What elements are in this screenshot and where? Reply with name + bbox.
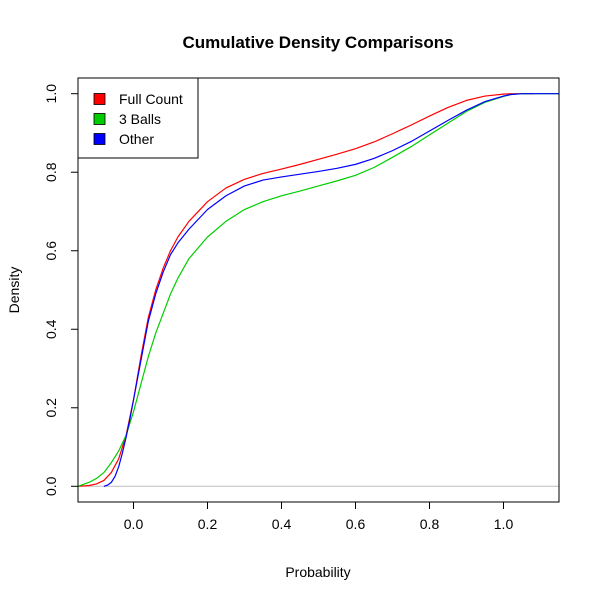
series-line-other: [103, 93, 559, 487]
x-tick-label: 1.0: [494, 516, 514, 532]
legend-swatch-full-count: [93, 93, 106, 105]
y-tick-label: 0.8: [43, 162, 59, 182]
plot-area: [77, 93, 559, 487]
y-tick-label: 0.6: [43, 241, 59, 261]
y-axis-label: Density: [6, 267, 22, 314]
x-tick-label: 0.0: [124, 516, 144, 532]
x-axis-label: Probability: [285, 564, 350, 580]
legend-label-3-balls: 3 Balls: [119, 111, 161, 127]
y-tick-label: 0.0: [43, 476, 59, 496]
axes: 0.0 0.2 0.4 0.6 0.8 1.0 0.0 0.2 0.4 0.6 0.8 1.0: [43, 77, 560, 532]
y-tick-label: 1.0: [43, 84, 59, 104]
x-tick-label: 0.2: [198, 516, 218, 532]
series-line-3-balls: [77, 93, 559, 487]
x-tick-label: 0.8: [420, 516, 440, 532]
legend-swatch-other: [93, 133, 106, 145]
legend-label-other: Other: [119, 131, 154, 147]
x-tick-label: 0.4: [272, 516, 292, 532]
legend-label-full-count: Full Count: [119, 91, 183, 107]
x-tick-label: 0.6: [346, 516, 366, 532]
legend-swatch-3-balls: [93, 113, 106, 125]
chart-title: Cumulative Density Comparisons: [182, 33, 453, 52]
y-tick-label: 0.2: [43, 398, 59, 418]
legend: Full Count 3 Balls Other: [77, 77, 199, 159]
y-tick-label: 0.4: [43, 319, 59, 339]
